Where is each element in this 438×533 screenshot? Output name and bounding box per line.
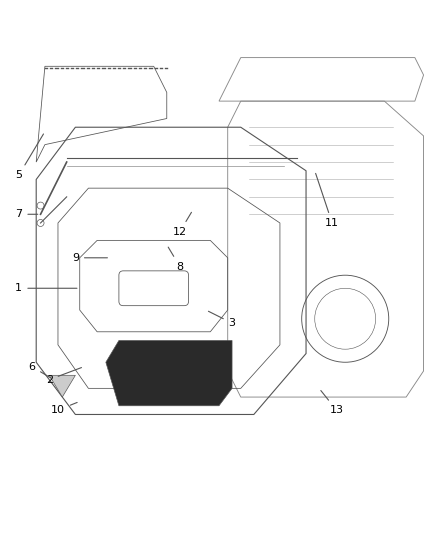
Text: 2: 2 [46, 368, 81, 385]
Text: 5: 5 [15, 134, 43, 180]
Text: 13: 13 [321, 391, 343, 415]
Polygon shape [106, 341, 232, 406]
Text: 8: 8 [168, 247, 184, 271]
Text: 12: 12 [173, 212, 191, 237]
Circle shape [37, 220, 44, 227]
Text: 6: 6 [28, 361, 51, 378]
Text: 11: 11 [316, 173, 339, 228]
Polygon shape [49, 375, 75, 397]
Text: 1: 1 [15, 283, 77, 293]
Text: 3: 3 [208, 311, 236, 328]
Text: 9: 9 [72, 253, 107, 263]
Text: 7: 7 [15, 209, 38, 219]
Text: 10: 10 [51, 402, 77, 415]
Circle shape [37, 202, 44, 209]
